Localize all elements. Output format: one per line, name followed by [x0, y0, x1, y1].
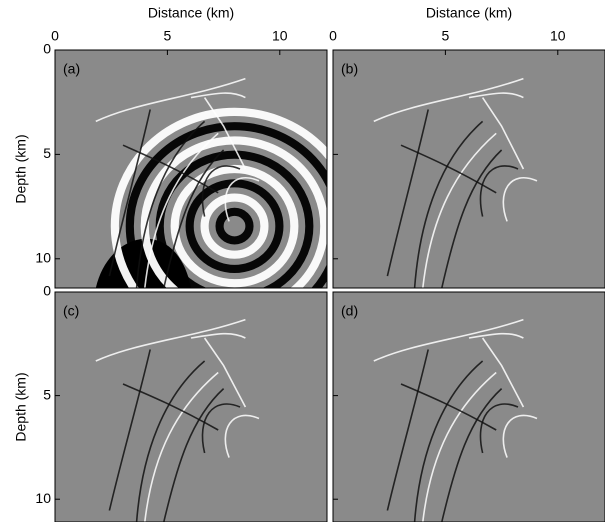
panel-frame [332, 49, 605, 289]
panel-image [55, 50, 327, 288]
x-tick-label: 5 [441, 28, 449, 44]
panel-frame [54, 49, 328, 289]
reflector [386, 109, 429, 277]
x-axis-label: Distance (km) [426, 5, 512, 21]
reflector [422, 132, 497, 288]
artifact-ring [155, 150, 314, 288]
artifact-ring [170, 164, 299, 288]
reflector [190, 332, 246, 339]
panel-label: (d) [341, 303, 358, 319]
panel-background [333, 292, 605, 522]
reflector [163, 149, 225, 288]
artifact-ring [140, 136, 327, 288]
panel-background [333, 50, 605, 288]
x-tick-label: 0 [329, 28, 337, 44]
y-axis-label: Depth (km) [13, 134, 29, 203]
y-tick-label: 10 [35, 490, 51, 506]
panel-label: (c) [63, 303, 79, 319]
panel-frame [54, 291, 328, 522]
panel-label: (b) [341, 61, 358, 77]
reflector [502, 176, 538, 222]
x-tick-label: 5 [163, 28, 171, 44]
reflector [95, 318, 246, 362]
panel-image [333, 292, 605, 522]
panel-background [55, 292, 327, 522]
reflector [479, 403, 519, 454]
reflector [413, 120, 484, 288]
y-tick-label: 5 [43, 386, 51, 402]
reflector [122, 383, 219, 431]
y-axis-label: Depth (km) [13, 372, 29, 441]
reflector [386, 349, 429, 511]
reflector [203, 97, 247, 170]
artifact-ring [125, 122, 327, 288]
reflector [468, 332, 524, 339]
y-tick-label: 0 [43, 283, 51, 299]
panel-image [55, 292, 327, 522]
x-axis-label: Distance (km) [148, 5, 234, 21]
artifact-ring [215, 207, 254, 245]
x-tick-label: 0 [51, 28, 59, 44]
reflector [400, 383, 497, 431]
reflector [122, 144, 219, 194]
reflector [163, 388, 225, 522]
artifact-ring [185, 179, 284, 274]
reflector [135, 120, 206, 288]
x-tick-label: 10 [550, 28, 566, 44]
reflector [201, 403, 241, 454]
artifact-ring [200, 193, 269, 259]
reflector [108, 109, 151, 277]
reflector [190, 92, 246, 99]
reflector [441, 388, 503, 522]
reflector [373, 318, 524, 362]
reflector [144, 371, 219, 522]
reflector [144, 132, 219, 288]
reflector [224, 176, 260, 222]
reflector [400, 144, 497, 194]
reflector [481, 97, 525, 170]
reflector [441, 149, 503, 288]
artifact-ring [110, 107, 327, 288]
reflector [481, 337, 525, 408]
reflector [203, 337, 247, 408]
panel-label: (a) [63, 61, 80, 77]
x-tick-label: 10 [272, 28, 288, 44]
reflector [502, 414, 538, 458]
reflector [224, 414, 260, 458]
reflector [108, 349, 151, 511]
reflector [373, 77, 524, 123]
y-tick-label: 10 [35, 249, 51, 265]
panel-image [333, 50, 605, 288]
reflector [135, 360, 206, 522]
reflector [95, 77, 246, 123]
y-tick-label: 5 [43, 145, 51, 161]
reflector [201, 165, 241, 217]
reflector [413, 360, 484, 522]
panel-frame [332, 291, 605, 522]
reflector [479, 165, 519, 217]
reflector [422, 371, 497, 522]
y-tick-label: 0 [43, 41, 51, 57]
reflector [468, 92, 524, 99]
